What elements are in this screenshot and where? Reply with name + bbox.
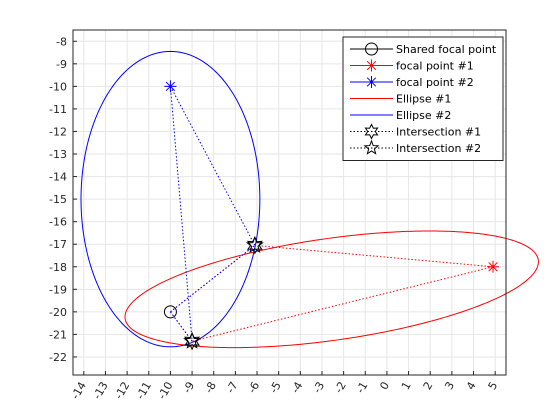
legend-marker-pentagram (363, 139, 380, 155)
shared-focal-point-marker (163, 305, 177, 319)
y-tick-label: -9 (56, 58, 67, 71)
legend-entry: focal point #2 (350, 76, 474, 89)
legend-marker-asterisk (365, 76, 378, 88)
focal-point-1-marker (487, 260, 500, 273)
focal-point-2-marker (164, 80, 177, 93)
x-tick-label: -7 (224, 379, 241, 395)
legend-label: Intersection #1 (396, 126, 481, 139)
y-tick-label: -14 (49, 171, 67, 184)
legend-entry: Ellipse #1 (350, 93, 451, 106)
legend-label: focal point #1 (396, 60, 474, 73)
y-tick-label: -22 (49, 351, 67, 364)
legend-entry: Intersection #2 (350, 139, 481, 155)
legend-label: Ellipse #1 (396, 93, 451, 106)
ellipse-2 (80, 50, 261, 348)
x-tick-label: -10 (155, 380, 175, 402)
legend: Shared focal point focal point #1 focal po… (342, 36, 504, 161)
connector-shared-intersection1-blue (170, 244, 256, 313)
y-tick-label: -8 (56, 35, 67, 48)
x-tick-label: -9 (181, 379, 198, 395)
y-tick-label: -10 (49, 80, 67, 93)
x-tick-label: -4 (289, 379, 306, 395)
x-tick-label: -11 (134, 380, 154, 402)
legend-label: Intersection #2 (396, 142, 481, 155)
intersection-1-marker-b (245, 235, 264, 253)
x-tick-label: 2 (421, 380, 436, 393)
y-tick-label: -19 (49, 283, 67, 296)
x-tick-label: -2 (332, 380, 349, 396)
y-tick-label: -20 (49, 306, 67, 319)
y-tick-label: -17 (49, 238, 67, 251)
y-tick-label: -11 (49, 103, 67, 116)
legend-marker-asterisk (365, 59, 378, 72)
legend-label: Shared focal point (396, 43, 497, 56)
y-tick-label: -15 (49, 193, 67, 206)
connector-shared-intersection2-blue (170, 311, 193, 342)
y-tick-label: -21 (49, 328, 67, 341)
connector-focal1-intersection1 (254, 244, 494, 268)
intersection-2-marker (184, 332, 200, 351)
x-tick-label: -13 (90, 380, 110, 402)
x-tick-label: 4 (464, 380, 479, 393)
x-tick-label: 0 (377, 380, 392, 393)
intersection-2-marker-b (183, 331, 202, 349)
y-tick-label: -18 (49, 261, 67, 274)
y-tick-label: -12 (49, 125, 67, 138)
legend-entry: Shared focal point (350, 42, 497, 56)
x-tick-label: 1 (399, 380, 414, 393)
x-tick-label: -8 (202, 379, 219, 395)
x-axis: -14 -13 -12 -11 -10 -9 -8 -7 -6 -5 -4 -3 -2 -1 0 1 2 3 4 5 (69, 371, 501, 402)
legend-entry: Ellipse #2 (350, 109, 451, 122)
x-tick-label: -1 (354, 380, 371, 396)
legend-entry: Intersection #1 (350, 123, 481, 140)
y-axis: -8 -9 -10 -11 -12 -13 -14 -15 -16 -17 -18 -19 -20 -21… (49, 35, 77, 364)
axes-box (72, 29, 507, 376)
axes (72, 29, 507, 376)
plot-area (80, 50, 539, 351)
legend-entry: focal point #1 (350, 59, 474, 73)
intersection-1-marker (246, 236, 263, 255)
x-tick-label: -5 (267, 379, 284, 395)
x-tick-label: -12 (112, 380, 132, 402)
legend-label: focal point #2 (396, 76, 474, 89)
x-tick-label: 3 (442, 380, 457, 393)
y-tick-label: -16 (49, 216, 67, 229)
legend-label: Ellipse #2 (396, 109, 451, 122)
legend-marker-hexagram (364, 123, 379, 140)
x-tick-label: 5 (486, 380, 501, 393)
x-tick-label: -3 (310, 379, 327, 395)
legend-marker-circle (365, 42, 378, 56)
connector-focal1-intersection2 (191, 266, 494, 342)
ellipse-1 (124, 230, 539, 349)
x-tick-label: -14 (69, 380, 89, 402)
x-tick-label: -6 (245, 379, 262, 395)
y-tick-label: -13 (49, 148, 67, 161)
connector-focal2-intersection2 (169, 86, 193, 342)
